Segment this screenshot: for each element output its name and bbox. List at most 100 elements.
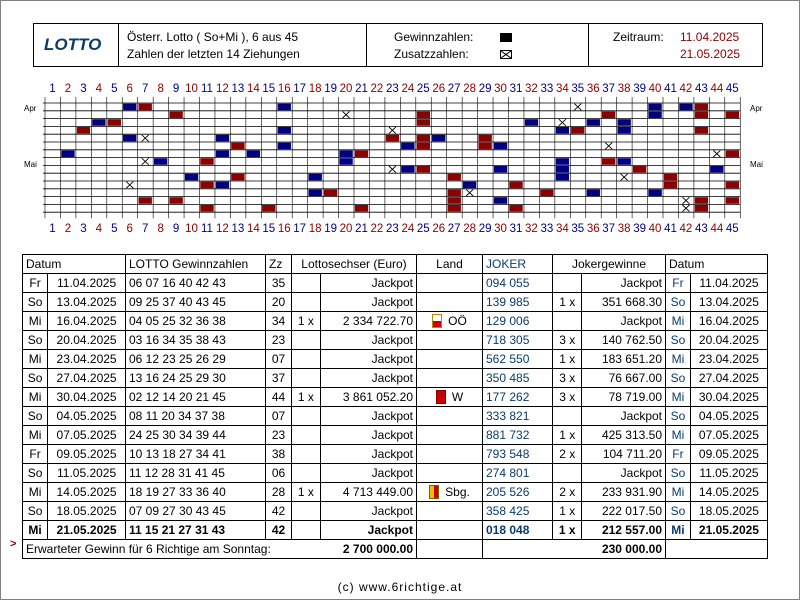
row-land-label: OÖ	[448, 313, 467, 328]
row-six-amount: 4 713 449.00	[319, 482, 418, 502]
row-date: 30.04.2025	[47, 387, 126, 407]
row-numbers: 02 12 14 20 21 45	[125, 387, 266, 407]
grid-number-9: 9	[172, 83, 180, 95]
coat-of-arms-icon	[435, 390, 446, 405]
drawn-number-mark	[586, 189, 600, 196]
grid-number-26: 26	[432, 83, 446, 95]
table-row: So 11.05.2025 11 12 28 31 41 45 06 Jackpot 27…	[21, 463, 769, 483]
drawn-number-mark	[200, 158, 214, 165]
expected-gain-row: Erwarteter Gewinn für 6 Richtige am Sonn…	[22, 539, 768, 559]
table-row: So 18.05.2025 07 09 27 30 43 45 42 Jackpot 35…	[21, 501, 769, 521]
row-joker: 793 548	[482, 444, 553, 464]
grid-number-5: 5	[111, 83, 118, 95]
row-six-amount: Jackpot	[319, 444, 418, 464]
row-joker-count: 2 x	[551, 482, 583, 502]
grid-number-7: 7	[141, 83, 149, 95]
grid-number-7: 7	[141, 223, 149, 235]
row-date-2: 04.05.2025	[689, 406, 769, 426]
grid-number-14: 14	[246, 223, 260, 235]
extra-number-cross-icon	[141, 134, 150, 142]
drawn-number-mark	[215, 150, 230, 157]
grid-number-3: 3	[80, 223, 87, 235]
grid-number-36: 36	[586, 83, 600, 95]
drawn-number-mark	[231, 142, 245, 150]
grid-number-24: 24	[401, 223, 415, 235]
grid-number-20: 20	[339, 223, 353, 235]
header-sechser: Lottosechser (Euro)	[291, 254, 417, 274]
drawn-number-mark	[215, 134, 230, 142]
drawn-number-mark	[648, 103, 662, 111]
row-day-2: So	[665, 406, 691, 426]
row-numbers: 13 16 24 25 29 30	[125, 368, 266, 388]
row-date: 23.04.2025	[47, 349, 126, 369]
drawn-number-mark	[138, 197, 152, 204]
row-numbers: 24 25 30 34 39 44	[125, 425, 266, 445]
month-label-apr-right: Apr	[750, 104, 763, 113]
row-zz: 42	[265, 501, 292, 521]
row-day-2: Mi	[665, 349, 691, 369]
row-six-amount: Jackpot	[319, 330, 418, 350]
row-day: So	[21, 406, 49, 426]
row-zz: 34	[265, 311, 292, 331]
row-day-2: Mi	[665, 311, 691, 331]
row-date: 14.05.2025	[47, 482, 126, 502]
row-six-amount: 2 334 722.70	[319, 311, 418, 331]
row-six-count: 1 x	[291, 482, 321, 502]
legend-main-swatch	[500, 33, 512, 42]
grid-number-6: 6	[126, 223, 133, 235]
row-date: 16.04.2025	[47, 311, 126, 331]
row-joker-amount: 233 931.90	[581, 482, 666, 502]
grid-number-6: 6	[126, 83, 133, 95]
row-joker-amount: 140 762.50	[581, 330, 666, 350]
row-joker-count	[551, 463, 583, 483]
row-day-2: So	[665, 368, 691, 388]
row-joker-amount: 351 668.30	[581, 292, 666, 312]
month-label-mai-left: Mai	[24, 160, 37, 169]
grid-number-12: 12	[216, 223, 229, 235]
grid-number-28: 28	[463, 223, 477, 235]
row-numbers: 06 07 16 40 42 43	[125, 273, 266, 293]
grid-number-26: 26	[432, 223, 446, 235]
row-day-2: Mi	[665, 425, 691, 445]
row-day: Mi	[21, 425, 49, 445]
extra-number-cross-icon	[713, 150, 721, 158]
row-joker-count: 1 x	[551, 425, 583, 445]
drawn-number-mark	[215, 181, 230, 189]
row-joker: 350 485	[482, 368, 553, 388]
grid-number-43: 43	[694, 223, 708, 235]
drawn-number-mark	[107, 119, 121, 126]
row-zz: 28	[265, 482, 292, 502]
extra-number-cross-icon	[342, 111, 350, 119]
drawn-number-mark	[493, 166, 508, 173]
drawn-number-mark	[339, 150, 353, 157]
row-date-2: 13.04.2025	[689, 292, 769, 312]
table-row: So 13.04.2025 09 25 37 40 43 45 20 Jackpot 13…	[21, 292, 769, 312]
table-row: Fr 09.05.2025 10 13 18 27 34 41 38 Jackpot 79…	[21, 444, 769, 464]
row-date: 27.04.2025	[47, 368, 126, 388]
row-numbers: 11 12 28 31 41 45	[125, 463, 266, 483]
legend-extra-swatch-icon	[500, 50, 512, 59]
drawn-number-mark	[277, 103, 291, 111]
grid-number-19: 19	[324, 83, 337, 95]
drawn-number-mark	[447, 173, 461, 181]
grid-number-21: 21	[355, 223, 368, 235]
row-zz: 07	[265, 406, 292, 426]
table-row: So 27.04.2025 13 16 24 25 29 30 37 Jackpot 35…	[21, 368, 769, 388]
grid-number-22: 22	[370, 83, 384, 95]
row-numbers: 07 09 27 30 43 45	[125, 501, 266, 521]
row-joker: 205 526	[482, 482, 553, 502]
extra-number-cross-icon	[604, 142, 613, 150]
grid-number-15: 15	[262, 83, 276, 95]
month-label-apr-left: Apr	[24, 104, 37, 113]
legend-extra-label: Zusatzzahlen:	[394, 47, 469, 61]
drawn-number-mark	[61, 150, 75, 157]
row-zz: 06	[265, 463, 292, 483]
drawn-number-mark	[277, 142, 291, 150]
row-day-2: So	[665, 463, 691, 483]
drawn-number-mark	[493, 142, 508, 150]
drawn-number-mark	[184, 173, 199, 181]
header-box: LOTTO Österr. Lotto ( So+Mi ), 6 aus 45 …	[33, 23, 763, 67]
grid-numbers-bottom: 1 2 3 4 5 6 7 8 9 10 11 12 13 14 15 16 17 18 19 20 21 22 23 24 2…	[0, 223, 800, 237]
row-day: So	[21, 501, 49, 521]
drawn-number-mark	[416, 111, 430, 118]
